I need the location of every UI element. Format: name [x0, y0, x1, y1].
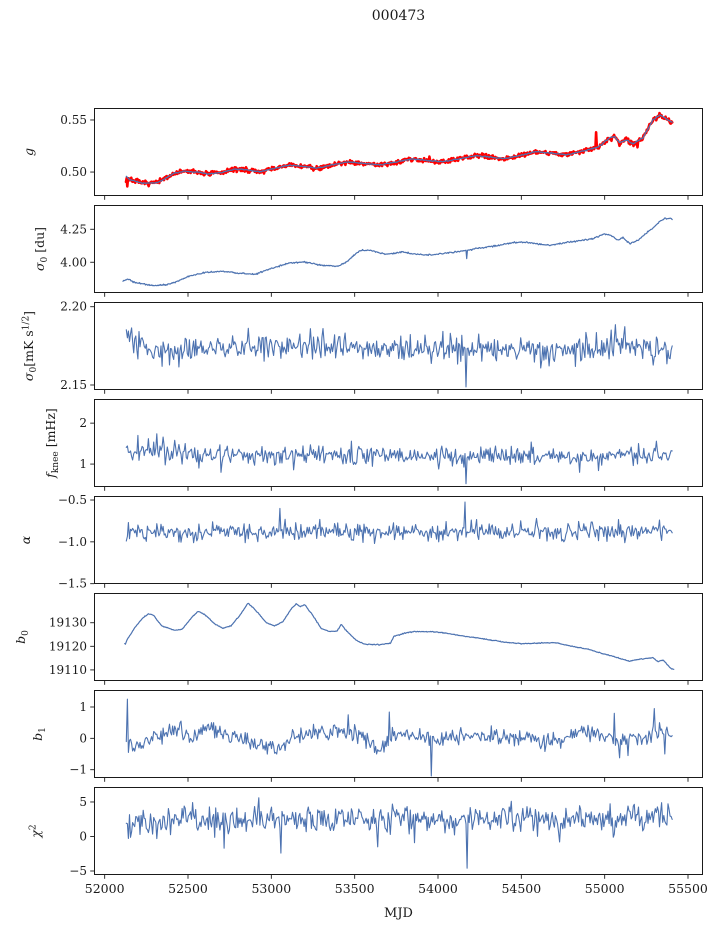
b0-series — [124, 602, 675, 670]
axes-spines — [94, 302, 703, 390]
y-tick-label: 4.25 — [60, 222, 87, 236]
y-tick-label: 2 — [79, 416, 87, 430]
y-axis-label-alpha: α — [18, 535, 33, 544]
y-tick-label: 19120 — [49, 639, 87, 653]
x-tick-label: 52000 — [84, 881, 125, 896]
y-tick-label: 1 — [79, 457, 87, 471]
subplot-sigma0-mks: 2.15 2.20 σ0[mK s1/2] — [21, 300, 703, 394]
y-axis-label-b1: b1 — [30, 727, 48, 741]
g-model-blue — [125, 114, 673, 185]
y-axis-label-chi2: χ2 — [28, 824, 43, 838]
y-axis-label-b0: b0 — [13, 630, 31, 644]
subplot-g: 0.50 0.55 g — [21, 108, 703, 200]
axes-spines — [94, 787, 703, 875]
subplot-b1: −1 0 1 b1 — [30, 690, 703, 782]
x-tick-label: 55000 — [584, 881, 625, 896]
subplot-alpha: −0.5 −1.0 −1.5 α — [18, 493, 703, 591]
y-tick-label: 0.55 — [60, 113, 87, 127]
alpha-series — [125, 501, 673, 545]
y-tick-label: −1.5 — [58, 577, 87, 591]
g-data-red — [124, 111, 674, 188]
axes-spines — [94, 108, 703, 196]
y-tick-label: 2.20 — [60, 300, 87, 314]
x-axis-label: MJD — [384, 906, 413, 921]
axes-spines — [94, 593, 703, 681]
y-tick-label: 5 — [79, 795, 87, 809]
sigma0-du-series — [122, 217, 673, 287]
x-tick-label: 53500 — [334, 881, 375, 896]
y-axis-label-g: g — [21, 148, 36, 156]
y-tick-label: 1 — [79, 700, 87, 714]
y-tick-label: 19130 — [49, 616, 87, 630]
y-tick-label: 19110 — [49, 663, 87, 677]
b1-series — [125, 698, 673, 777]
fknee-series — [125, 433, 673, 485]
axes-spines — [94, 205, 703, 293]
y-axis-label-sigma0-du: σ0 [du] — [32, 227, 50, 271]
subplot-chi2: −5 0 5 χ2 — [28, 787, 703, 879]
sigma0-mks-series — [125, 324, 673, 388]
x-tick-label: 53000 — [251, 881, 292, 896]
y-axis-label-fknee: fknee [mHz] — [43, 408, 61, 479]
y-tick-label: 4.00 — [60, 255, 87, 269]
x-tick-label: 54500 — [501, 881, 542, 896]
x-tick-label: 54000 — [418, 881, 458, 896]
axes-spines — [94, 399, 703, 487]
subplot-sigma0-du: 4.00 4.25 σ0 [du] — [32, 205, 703, 297]
subplot-b0: 19110 19120 19130 b0 — [13, 593, 703, 685]
y-axis-label-sigma0-mks: σ0[mK s1/2] — [21, 311, 39, 381]
y-tick-label: −5 — [69, 864, 87, 878]
y-tick-label: −0.5 — [58, 493, 87, 507]
y-tick-label: −1 — [69, 763, 87, 777]
axes-spines — [94, 496, 703, 584]
y-tick-label: 0.50 — [60, 165, 87, 179]
y-tick-label: 0 — [79, 731, 87, 745]
x-tick-label: 55500 — [668, 881, 708, 896]
x-tick-label: 52500 — [168, 881, 208, 896]
figure-title: 000473 — [371, 8, 426, 24]
subplot-fknee: 1 2 fknee [mHz] — [43, 399, 703, 491]
y-tick-label: −1.0 — [58, 535, 87, 549]
y-tick-label: 2.15 — [60, 378, 87, 392]
chi2-series — [125, 797, 673, 869]
axes-spines — [94, 690, 703, 778]
y-tick-label: 0 — [79, 829, 87, 843]
